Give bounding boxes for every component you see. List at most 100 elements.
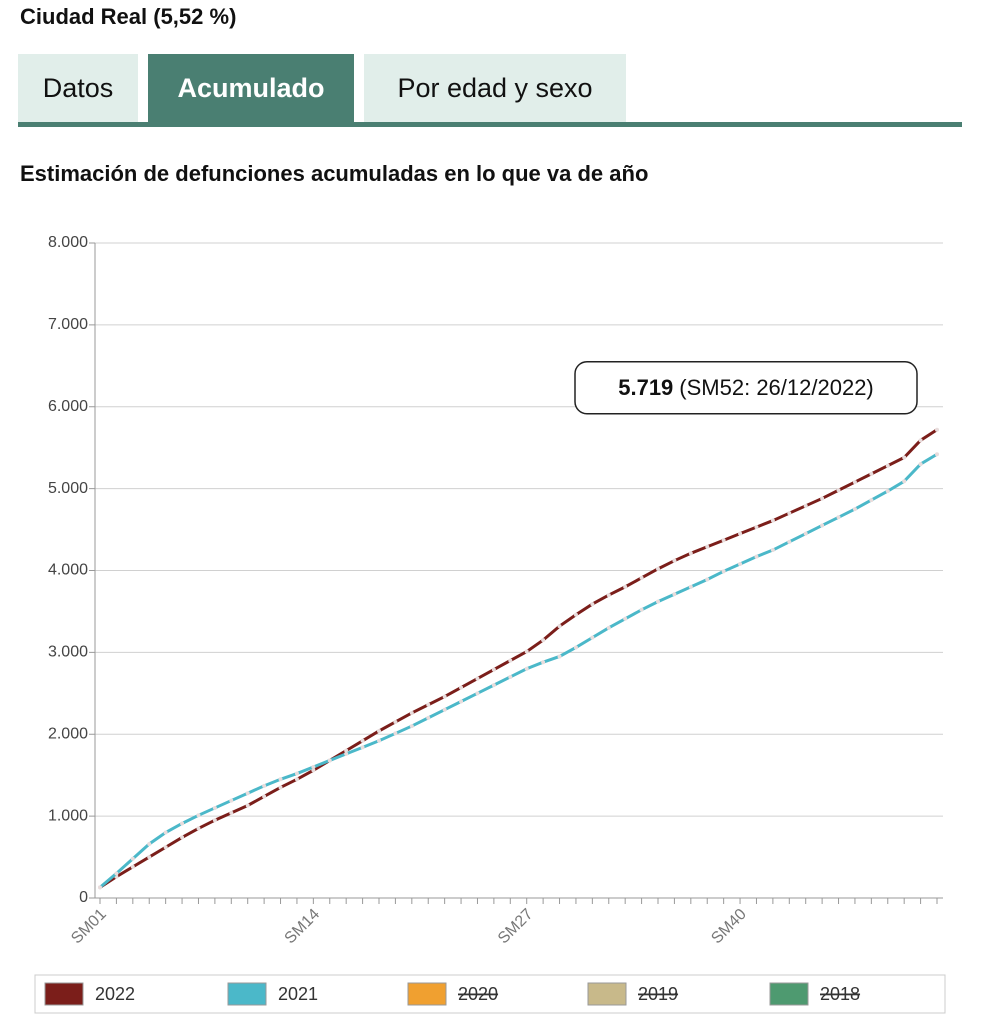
point — [409, 710, 414, 715]
tab[interactable]: Acumulado — [148, 54, 354, 122]
point — [902, 455, 907, 460]
point — [935, 452, 939, 457]
legend-label: 2022 — [95, 984, 135, 1004]
point — [475, 676, 480, 681]
x-tick-label: SM27 — [495, 906, 537, 948]
point — [820, 523, 825, 528]
point — [672, 558, 677, 563]
point — [935, 427, 939, 432]
y-tick-label: 7.000 — [48, 316, 88, 333]
point — [278, 777, 283, 782]
point — [196, 813, 201, 818]
point — [377, 728, 381, 733]
y-tick-label: 5.000 — [48, 480, 88, 497]
point — [508, 674, 513, 679]
point — [426, 715, 431, 720]
point — [344, 751, 349, 756]
point — [294, 777, 299, 782]
point — [98, 885, 102, 890]
point — [541, 660, 546, 665]
x-tick-label: SM01 — [68, 906, 110, 948]
point — [918, 462, 923, 467]
point — [442, 694, 447, 699]
point — [147, 855, 152, 860]
point — [623, 616, 628, 621]
point — [147, 841, 152, 846]
point — [639, 607, 644, 612]
y-tick-label: 3.000 — [48, 644, 88, 661]
y-tick-label: 4.000 — [48, 562, 88, 579]
point — [672, 592, 677, 597]
point — [360, 745, 365, 750]
point — [327, 758, 332, 763]
point — [409, 724, 414, 729]
tab[interactable]: Datos — [18, 54, 138, 122]
point — [869, 471, 874, 476]
tab[interactable]: Por edad y sexo — [364, 54, 626, 122]
point — [196, 826, 201, 831]
header-title: Ciudad Real (5,52 %) — [20, 4, 237, 29]
point — [590, 602, 595, 607]
point — [163, 830, 168, 835]
point — [262, 783, 267, 788]
point — [721, 538, 726, 543]
series-line — [99, 428, 938, 889]
legend-swatch — [44, 982, 84, 1006]
legend-swatch — [407, 982, 447, 1006]
point — [180, 835, 185, 840]
point — [114, 871, 119, 876]
point — [442, 707, 447, 712]
point — [491, 683, 496, 688]
point — [573, 645, 578, 650]
point — [770, 548, 775, 553]
point — [573, 612, 578, 617]
point — [311, 765, 316, 769]
point — [885, 463, 890, 468]
point — [426, 702, 431, 707]
point — [787, 539, 792, 544]
point — [491, 667, 496, 672]
point — [212, 805, 217, 810]
point — [130, 856, 135, 861]
point — [885, 489, 890, 494]
point — [688, 584, 693, 589]
y-tick-label: 1.000 — [48, 807, 88, 824]
x-tick-label: SM14 — [282, 906, 324, 948]
legend-label: 2021 — [278, 984, 318, 1004]
point — [212, 818, 217, 823]
point — [459, 685, 464, 690]
point — [688, 551, 693, 556]
point — [262, 794, 267, 799]
point — [459, 699, 464, 704]
legend-label: 2020 — [458, 984, 498, 1004]
series-line — [99, 452, 938, 889]
point — [278, 785, 283, 790]
tooltip-text: 5.719 (SM52: 26/12/2022) — [618, 375, 874, 400]
point — [393, 731, 398, 736]
point — [557, 624, 562, 629]
y-tick-label: 8.000 — [48, 234, 88, 251]
point — [590, 635, 595, 640]
legend-swatch — [227, 982, 267, 1006]
tab-bar: Datos Acumulado Por edad y sexo — [18, 54, 962, 127]
tooltip-value: 5.719 — [618, 375, 673, 400]
point — [820, 496, 825, 501]
point — [836, 515, 841, 520]
point — [393, 719, 398, 724]
point — [705, 544, 710, 549]
y-tick-label: 6.000 — [48, 398, 88, 415]
point — [606, 593, 611, 598]
x-tick-label: SM40 — [708, 906, 750, 948]
point — [656, 566, 660, 571]
y-tick-label: 2.000 — [48, 725, 88, 742]
point — [163, 845, 168, 850]
point — [754, 525, 759, 530]
point — [787, 511, 792, 516]
point — [738, 531, 743, 536]
point — [130, 864, 135, 869]
point — [524, 649, 529, 654]
point — [836, 488, 841, 493]
point — [918, 438, 923, 443]
point — [557, 654, 562, 659]
